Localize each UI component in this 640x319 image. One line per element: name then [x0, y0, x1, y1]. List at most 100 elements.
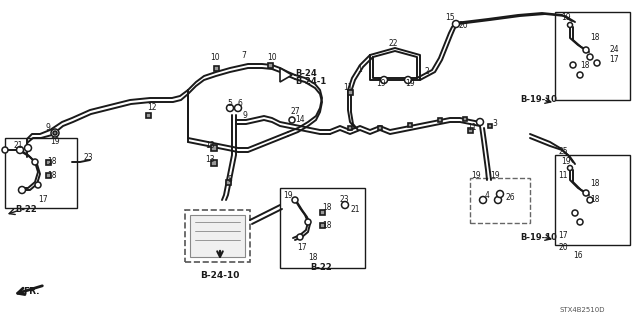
Text: B-24-10: B-24-10 — [200, 271, 240, 279]
Text: 17: 17 — [609, 56, 619, 64]
Circle shape — [577, 219, 583, 225]
Text: 17: 17 — [558, 231, 568, 240]
Text: 25: 25 — [558, 147, 568, 157]
Bar — [467, 128, 472, 132]
Bar — [348, 126, 352, 130]
Text: 1: 1 — [358, 65, 362, 75]
Text: 8: 8 — [228, 175, 232, 184]
Polygon shape — [280, 68, 292, 82]
Text: 13: 13 — [205, 140, 215, 150]
Text: 17: 17 — [297, 243, 307, 253]
Text: 15: 15 — [445, 13, 455, 23]
Text: 18: 18 — [323, 220, 332, 229]
Text: 26: 26 — [505, 192, 515, 202]
Circle shape — [570, 62, 576, 68]
Text: 18: 18 — [590, 179, 600, 188]
Text: 10: 10 — [210, 54, 220, 63]
Bar — [5, 138, 77, 208]
Bar — [438, 118, 442, 122]
Bar — [470, 178, 530, 223]
Text: 2: 2 — [424, 68, 429, 77]
Text: 9: 9 — [243, 112, 248, 121]
Text: 19: 19 — [50, 137, 60, 146]
Circle shape — [577, 72, 583, 78]
Circle shape — [381, 77, 387, 84]
Circle shape — [594, 60, 600, 66]
Bar — [408, 123, 412, 127]
Text: FR.: FR. — [24, 286, 40, 295]
Bar — [555, 12, 630, 100]
Bar — [211, 145, 217, 151]
Bar — [211, 160, 217, 166]
Text: 24: 24 — [609, 46, 619, 55]
Text: 19: 19 — [471, 170, 481, 180]
Text: 11: 11 — [467, 123, 477, 132]
Text: 10: 10 — [267, 53, 277, 62]
Text: 19: 19 — [561, 12, 571, 21]
Text: 20: 20 — [458, 21, 468, 31]
Circle shape — [572, 210, 578, 216]
Text: 19: 19 — [561, 158, 571, 167]
Bar — [225, 180, 230, 184]
Text: 19: 19 — [283, 190, 293, 199]
Circle shape — [35, 182, 41, 188]
Text: 27: 27 — [290, 108, 300, 116]
Text: 20: 20 — [558, 242, 568, 251]
Text: 18: 18 — [590, 196, 600, 204]
Circle shape — [587, 197, 593, 203]
Bar — [190, 215, 245, 257]
Text: 6: 6 — [237, 99, 243, 108]
Text: 9: 9 — [45, 123, 51, 132]
Text: 16: 16 — [573, 251, 583, 261]
Circle shape — [583, 190, 589, 196]
Text: 3: 3 — [493, 120, 497, 129]
Text: 5: 5 — [228, 99, 232, 108]
Circle shape — [404, 77, 412, 84]
Circle shape — [2, 147, 8, 153]
Circle shape — [342, 202, 349, 209]
Circle shape — [19, 187, 26, 194]
Text: 18: 18 — [580, 61, 589, 70]
Bar — [214, 65, 218, 70]
Text: 12: 12 — [147, 103, 157, 113]
Text: 18: 18 — [590, 33, 600, 42]
Bar — [319, 222, 324, 227]
Text: B-22: B-22 — [15, 205, 36, 214]
Bar — [280, 188, 365, 268]
Circle shape — [51, 129, 59, 137]
Circle shape — [477, 118, 483, 125]
Bar — [45, 160, 51, 165]
Circle shape — [297, 234, 303, 240]
Circle shape — [497, 190, 504, 197]
Text: B-19-10: B-19-10 — [520, 95, 557, 105]
Text: 18: 18 — [323, 204, 332, 212]
Text: 19: 19 — [376, 78, 386, 87]
Bar — [555, 155, 630, 245]
Circle shape — [234, 105, 241, 112]
Text: 11: 11 — [558, 170, 568, 180]
Circle shape — [227, 105, 234, 112]
Circle shape — [568, 23, 573, 27]
Circle shape — [583, 47, 589, 53]
Text: 13: 13 — [205, 155, 215, 165]
Circle shape — [24, 145, 31, 152]
Text: 18: 18 — [47, 158, 57, 167]
Text: 21: 21 — [13, 140, 23, 150]
Circle shape — [17, 146, 24, 153]
Text: 4: 4 — [484, 191, 490, 201]
Text: 22: 22 — [388, 39, 397, 48]
Text: 23: 23 — [339, 196, 349, 204]
Text: 14: 14 — [295, 115, 305, 124]
Text: 11: 11 — [343, 84, 353, 93]
Bar — [145, 113, 150, 117]
Text: 18: 18 — [47, 170, 57, 180]
Text: B-24: B-24 — [295, 69, 317, 78]
Text: STX4B2510D: STX4B2510D — [560, 307, 605, 313]
Bar — [488, 124, 492, 128]
Text: B-24-1: B-24-1 — [295, 78, 326, 86]
Text: B-22: B-22 — [310, 263, 332, 271]
Text: 18: 18 — [308, 254, 317, 263]
Circle shape — [305, 219, 311, 225]
Bar — [319, 210, 324, 214]
Text: 21: 21 — [350, 205, 360, 214]
